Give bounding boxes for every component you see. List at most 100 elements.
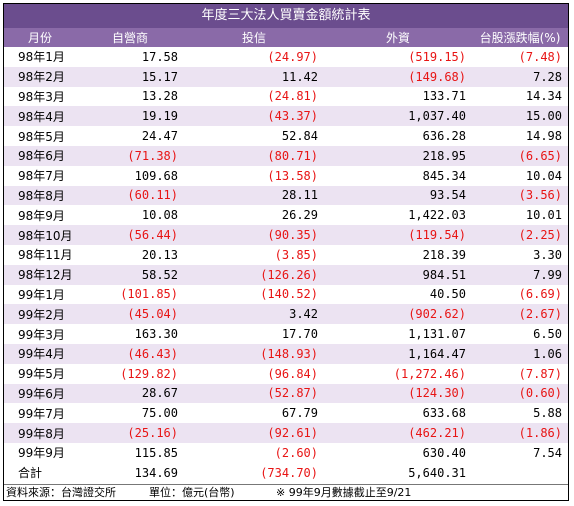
cell-change: 15.00 (472, 106, 568, 127)
cell-dealer: 10.08 (76, 205, 184, 226)
cell-change: 7.99 (472, 264, 568, 285)
table-row: 99年4月 (46.43) (148.93) 1,164.47 1.06 (4, 343, 568, 364)
cell-dealer: 163.30 (76, 324, 184, 344)
cell-trust: 28.11 (184, 185, 324, 206)
cell-foreign: (1,272.46) (324, 363, 472, 384)
cell-dealer: 15.17 (76, 66, 184, 87)
cell-dealer: (60.11) (76, 185, 184, 206)
table-row: 99年9月 115.85 (2.60) 630.40 7.54 (4, 442, 568, 463)
cell-foreign: 218.39 (324, 244, 472, 265)
table-row: 99年5月 (129.82) (96.84) (1,272.46) (7.87) (4, 363, 568, 384)
cell-month: 99年8月 (4, 423, 76, 443)
cell-change: 14.34 (472, 86, 568, 107)
table-row: 98年6月 (71.38) (80.71) 218.95 (6.65) (4, 145, 568, 166)
table-row: 98年9月 10.08 26.29 1,422.03 10.01 (4, 205, 568, 226)
cell-month: 98年1月 (4, 47, 76, 67)
table-row: 98年11月 20.13 (3.85) 218.39 3.30 (4, 244, 568, 265)
cell-foreign: 5,640.31 (324, 462, 472, 483)
cell-trust: (3.85) (184, 244, 324, 265)
statistics-table-frame: 年度三大法人買賣金額統計表 月份 自營商 投信 外資 台股漲跌幅(%) 98年1… (3, 3, 569, 501)
cell-trust: (90.35) (184, 225, 324, 245)
institutional-trading-table: 月份 自營商 投信 外資 台股漲跌幅(%) 98年1月 17.58 (24.97)(… (4, 28, 568, 483)
cell-foreign: 1,164.47 (324, 343, 472, 364)
cell-month: 98年5月 (4, 126, 76, 146)
cell-change: 5.88 (472, 403, 568, 424)
cell-change: (2.67) (472, 304, 568, 325)
table-row: 99年8月 (25.16) (92.61) (462.21) (1.86) (4, 423, 568, 443)
cell-foreign: 984.51 (324, 264, 472, 285)
cell-change: 1.06 (472, 343, 568, 364)
cell-change: 6.50 (472, 324, 568, 344)
header-month: 月份 (4, 28, 76, 47)
header-foreign: 外資 (324, 28, 472, 47)
cell-month: 98年9月 (4, 205, 76, 226)
cell-dealer: 17.58 (76, 47, 184, 67)
header-change: 台股漲跌幅(%) (472, 28, 568, 47)
table-row: 98年12月 58.52 (126.26) 984.51 7.99 (4, 264, 568, 285)
table-row: 98年7月 109.68 (13.58) 845.34 10.04 (4, 165, 568, 186)
cell-trust: (140.52) (184, 284, 324, 305)
cell-trust: (43.37) (184, 106, 324, 127)
table-body: 98年1月 17.58 (24.97) (519.15) (7.48) 98年2月 15.1… (4, 47, 568, 483)
cell-change: (7.87) (472, 363, 568, 384)
header-row: 月份 自營商 投信 外資 台股漲跌幅(%) (4, 28, 568, 47)
cell-trust: 52.84 (184, 126, 324, 146)
table-title: 年度三大法人買賣金額統計表 (4, 4, 568, 28)
cell-month: 合計 (4, 462, 76, 483)
cell-foreign: (462.21) (324, 423, 472, 443)
cell-dealer: (25.16) (76, 423, 184, 443)
cell-dealer: (129.82) (76, 363, 184, 384)
cell-month: 98年7月 (4, 165, 76, 186)
cell-dealer: (101.85) (76, 284, 184, 305)
cell-dealer: 28.67 (76, 383, 184, 404)
table-row: 98年5月 24.47 52.84 636.28 14.98 (4, 126, 568, 146)
cell-dealer: 19.19 (76, 106, 184, 127)
cell-change: (0.60) (472, 383, 568, 404)
source-note: 資料來源：台灣證交所 (6, 486, 116, 499)
cell-dealer: (45.04) (76, 304, 184, 325)
cell-change: 10.04 (472, 165, 568, 186)
table-row: 98年1月 17.58 (24.97) (519.15) (7.48) (4, 47, 568, 67)
table-footer: 資料來源：台灣證交所 單位：億元(台幣) ※ 99年9月數據截止至9/21 (4, 484, 568, 501)
cell-dealer: (46.43) (76, 343, 184, 364)
total-row: 合計 134.69 (734.70) 5,640.31 (4, 462, 568, 483)
cell-foreign: 93.54 (324, 185, 472, 206)
cell-month: 99年5月 (4, 363, 76, 384)
cell-dealer: 20.13 (76, 244, 184, 265)
cell-month: 98年6月 (4, 145, 76, 166)
cell-foreign: (902.62) (324, 304, 472, 325)
cell-month: 99年6月 (4, 383, 76, 404)
table-row: 99年1月 (101.85) (140.52) 40.50 (6.69) (4, 284, 568, 305)
cell-month: 99年9月 (4, 442, 76, 463)
cell-foreign: 845.34 (324, 165, 472, 186)
cell-month: 99年7月 (4, 403, 76, 424)
table-row: 98年10月 (56.44) (90.35) (119.54) (2.25) (4, 225, 568, 245)
cell-dealer: 109.68 (76, 165, 184, 186)
cell-foreign: (519.15) (324, 47, 472, 67)
cell-trust: (52.87) (184, 383, 324, 404)
cell-foreign: (124.30) (324, 383, 472, 404)
cell-month: 98年11月 (4, 244, 76, 265)
cell-trust: (148.93) (184, 343, 324, 364)
cell-month: 99年3月 (4, 324, 76, 344)
cell-change: 7.28 (472, 66, 568, 87)
cell-trust: (734.70) (184, 462, 324, 483)
cell-change: 3.30 (472, 244, 568, 265)
cell-foreign: 218.95 (324, 145, 472, 166)
cell-month: 99年4月 (4, 343, 76, 364)
cell-change: (6.65) (472, 145, 568, 166)
unit-note: 單位：億元(台幣) (149, 486, 235, 499)
cell-foreign: 1,131.07 (324, 324, 472, 344)
cell-trust: 3.42 (184, 304, 324, 325)
cell-trust: 11.42 (184, 66, 324, 87)
cutoff-note: ※ 99年9月數據截止至9/21 (276, 486, 412, 499)
table-row: 99年2月 (45.04) 3.42 (902.62) (2.67) (4, 304, 568, 325)
table-row: 99年3月 163.30 17.70 1,131.07 6.50 (4, 324, 568, 344)
cell-month: 99年1月 (4, 284, 76, 305)
cell-month: 98年3月 (4, 86, 76, 107)
cell-month: 98年12月 (4, 264, 76, 285)
cell-dealer: 24.47 (76, 126, 184, 146)
cell-change (472, 462, 568, 483)
cell-dealer: 115.85 (76, 442, 184, 463)
table-row: 98年8月 (60.11) 28.11 93.54 (3.56) (4, 185, 568, 206)
